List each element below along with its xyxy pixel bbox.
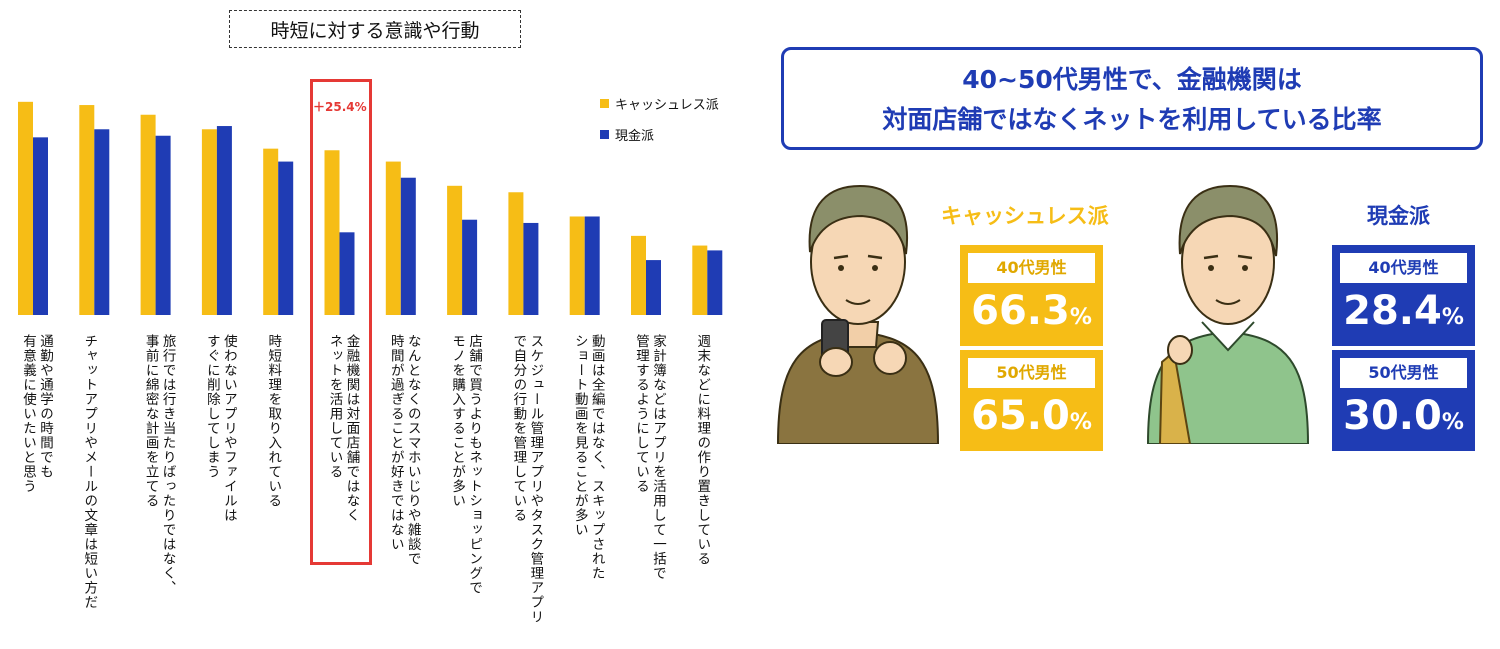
category-label: 旅行では行き当たりばったりではなく、 事前に綿密な計画を立てる [142, 334, 176, 595]
bar-cashless-5 [324, 150, 340, 315]
category-label: なんとなくのスマホいじりや雑談で 時間が過ぎることが好きではない [387, 334, 421, 566]
bar-cashless-2 [140, 114, 156, 316]
stat-card-cashless-50s: 50代男性 65.0% [960, 350, 1103, 451]
stat-card-label: 40代男性 [968, 253, 1095, 283]
stat-card-cash-40s: 40代男性 28.4% [1332, 245, 1475, 346]
infographic-title: 40~50代男性で、金融機関は 対面店舗ではなくネットを利用している比率 [781, 47, 1483, 150]
bar-cashless-1 [79, 105, 95, 315]
stat-card-value: 30.0% [1343, 393, 1464, 439]
bar-cashless-7 [447, 185, 463, 315]
legend-label-cash: 現金派 [615, 129, 655, 144]
bar-cashless-4 [263, 148, 279, 315]
bar-cashless-9 [569, 216, 585, 315]
stat-card-cashless-40s: 40代男性 66.3% [960, 245, 1103, 346]
bar-cashless-10 [631, 235, 646, 315]
bar-cashless-0 [18, 101, 33, 315]
category-label: チャットアプリやメールの文章は短い方だ [81, 334, 98, 610]
category-label: 動画は全編ではなく、スキップされた ショート動画を見ることが多い [571, 334, 605, 581]
bar-cash-2 [155, 135, 171, 315]
bar-cash-3 [216, 126, 232, 315]
bar-cashless-11 [692, 245, 708, 315]
legend-label-cashless: キャッシュレス派 [615, 98, 719, 113]
man-with-bag-illustration [1146, 184, 1310, 444]
stat-card-value: 28.4% [1343, 288, 1464, 334]
bar-chart [18, 101, 723, 316]
bar-cash-8 [523, 222, 539, 315]
legend-item-cash: 現金派 [600, 125, 654, 144]
category-label: 家計簿などはアプリを活用して一括で 管理するようにしている [633, 334, 666, 581]
bar-cash-0 [33, 137, 48, 315]
bar-cashless-6 [385, 161, 401, 315]
stat-card-value: 66.3% [971, 288, 1092, 334]
category-label: 使わないアプリやファイルは すぐに削除してしまう [203, 334, 237, 523]
infographic-title-line1: 40~50代男性で、金融機関は [962, 65, 1302, 94]
stat-card-label: 50代男性 [968, 358, 1095, 388]
stat-card-cash-50s: 50代男性 30.0% [1332, 350, 1475, 451]
legend-item-cashless: キャッシュレス派 [600, 94, 719, 113]
bar-cashless-8 [508, 192, 524, 315]
stat-card-label: 40代男性 [1340, 253, 1467, 283]
bar-cash-1 [94, 129, 110, 315]
highlight-label: ＋25.4% [313, 100, 367, 114]
highlight-box [310, 79, 372, 565]
bar-cashless-3 [201, 129, 217, 315]
stat-card-label: 50代男性 [1340, 358, 1467, 388]
bar-cash-5 [339, 232, 355, 315]
group-title-cash: 現金派 [1367, 204, 1430, 228]
infographic-title-line2: 対面店舗ではなくネットを利用している比率 [882, 105, 1382, 134]
bar-cash-6 [400, 177, 416, 315]
category-label: 時短料理を取り入れている [265, 334, 282, 508]
legend-swatch-cashless [600, 99, 609, 108]
bar-cash-10 [646, 260, 661, 315]
category-label: 店舗で買うよりもネットショッピングで モノを購入することが多い [449, 334, 483, 595]
legend-swatch-cash [600, 130, 609, 139]
category-label: 通勤や通学の時間でも 有意義に使いたいと思う [20, 334, 53, 494]
category-label: 金融機関は対面店舗ではなく ネットを活用している [326, 334, 360, 523]
category-label: 週末などに料理の作り置きしている [694, 334, 711, 566]
chart-title: 時短に対する意識や行動 [229, 10, 521, 48]
man-with-smartphone-illustration [776, 184, 940, 444]
category-label: スケジュール管理アプリやタスク管理アプリ で自分の行動を管理している [510, 334, 544, 624]
bar-cash-7 [462, 219, 478, 315]
bar-cash-9 [584, 216, 600, 315]
group-title-cashless: キャッシュレス派 [941, 204, 1109, 228]
bar-cash-11 [707, 250, 723, 315]
stat-card-value: 65.0% [971, 393, 1092, 439]
bar-cash-4 [278, 161, 294, 315]
